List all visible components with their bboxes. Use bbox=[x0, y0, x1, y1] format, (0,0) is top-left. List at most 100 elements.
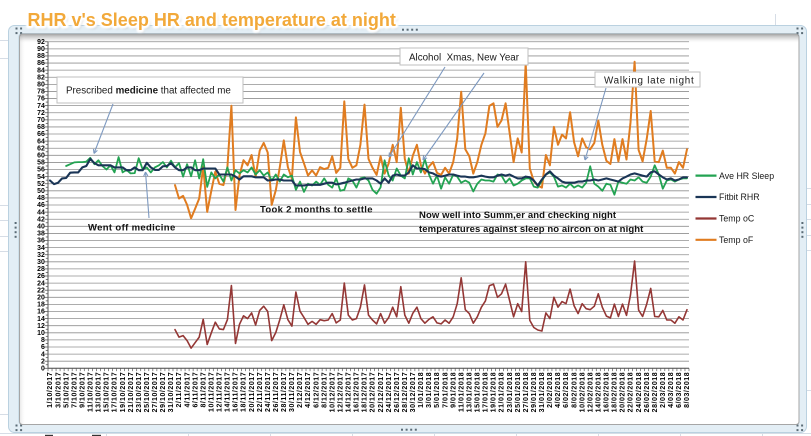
svg-text:38: 38 bbox=[37, 231, 45, 238]
svg-text:21/01/2018: 21/01/2018 bbox=[499, 372, 506, 413]
svg-text:12/02/2018: 12/02/2018 bbox=[587, 372, 594, 413]
svg-text:50: 50 bbox=[37, 188, 45, 195]
svg-text:16/02/2018: 16/02/2018 bbox=[604, 372, 611, 413]
svg-text:20: 20 bbox=[37, 295, 45, 302]
svg-text:20/02/2018: 20/02/2018 bbox=[620, 372, 627, 413]
svg-text:24: 24 bbox=[37, 280, 45, 287]
svg-text:22/02/2018: 22/02/2018 bbox=[628, 372, 635, 413]
svg-text:74: 74 bbox=[37, 103, 45, 110]
svg-text:15/01/2018: 15/01/2018 bbox=[475, 372, 482, 413]
svg-text:16: 16 bbox=[37, 309, 45, 316]
svg-text:11/01/2018: 11/01/2018 bbox=[458, 372, 465, 412]
svg-text:60: 60 bbox=[37, 153, 45, 160]
svg-text:7/10/2017: 7/10/2017 bbox=[71, 372, 78, 408]
svg-text:8/11/2017: 8/11/2017 bbox=[200, 372, 207, 408]
svg-text:6: 6 bbox=[41, 344, 45, 351]
svg-text:1/10/2017: 1/10/2017 bbox=[47, 372, 54, 408]
svg-text:6/02/2018: 6/02/2018 bbox=[563, 372, 570, 408]
svg-text:66: 66 bbox=[37, 131, 45, 138]
svg-text:12/12/2017: 12/12/2017 bbox=[337, 372, 344, 413]
svg-text:10/02/2018: 10/02/2018 bbox=[579, 372, 586, 413]
svg-text:70: 70 bbox=[37, 117, 45, 124]
svg-text:5/01/2018: 5/01/2018 bbox=[434, 372, 441, 408]
svg-text:Temp oC: Temp oC bbox=[719, 214, 755, 224]
svg-text:Prescribed medicine that affec: Prescribed medicine that affected me bbox=[66, 86, 231, 97]
svg-text:4/02/2018: 4/02/2018 bbox=[555, 372, 562, 408]
svg-text:14/12/2017: 14/12/2017 bbox=[346, 372, 353, 413]
svg-text:7/01/2018: 7/01/2018 bbox=[442, 372, 449, 408]
svg-text:4/12/2017: 4/12/2017 bbox=[305, 372, 312, 408]
svg-text:25/01/2018: 25/01/2018 bbox=[515, 372, 522, 413]
svg-text:4: 4 bbox=[41, 351, 45, 358]
svg-text:56: 56 bbox=[37, 167, 45, 174]
svg-text:25/10/2017: 25/10/2017 bbox=[144, 372, 151, 413]
svg-text:9/10/2017: 9/10/2017 bbox=[79, 372, 86, 408]
svg-text:9/01/2018: 9/01/2018 bbox=[450, 372, 457, 408]
svg-text:Walking late night: Walking late night bbox=[604, 76, 694, 87]
svg-text:22/12/2017: 22/12/2017 bbox=[378, 372, 385, 413]
svg-text:16/12/2017: 16/12/2017 bbox=[354, 372, 361, 413]
svg-text:2/12/2017: 2/12/2017 bbox=[297, 372, 304, 408]
svg-text:86: 86 bbox=[37, 60, 45, 67]
svg-text:0: 0 bbox=[41, 366, 45, 373]
svg-text:10/12/2017: 10/12/2017 bbox=[329, 372, 336, 413]
svg-text:20/11/2017: 20/11/2017 bbox=[249, 372, 256, 412]
svg-text:18: 18 bbox=[37, 302, 45, 309]
svg-text:8/12/2017: 8/12/2017 bbox=[321, 372, 328, 408]
svg-text:22: 22 bbox=[37, 287, 45, 294]
svg-text:26/02/2018: 26/02/2018 bbox=[644, 372, 651, 413]
svg-text:52: 52 bbox=[37, 181, 45, 188]
svg-text:21/10/2017: 21/10/2017 bbox=[128, 372, 135, 413]
svg-text:40: 40 bbox=[37, 224, 45, 231]
svg-text:Alcohol Xmas, New Year: Alcohol Xmas, New Year bbox=[409, 53, 520, 64]
svg-text:12: 12 bbox=[37, 323, 45, 330]
svg-text:11/10/2017: 11/10/2017 bbox=[88, 372, 95, 412]
svg-text:92: 92 bbox=[37, 39, 45, 46]
svg-text:20/12/2017: 20/12/2017 bbox=[370, 372, 377, 413]
svg-text:76: 76 bbox=[37, 96, 45, 103]
svg-text:28: 28 bbox=[37, 266, 45, 273]
svg-text:Went off medicine: Went off medicine bbox=[88, 223, 176, 234]
svg-text:28/12/2017: 28/12/2017 bbox=[402, 372, 409, 413]
svg-text:2/11/2017: 2/11/2017 bbox=[176, 372, 183, 408]
svg-text:RHR v's Sleep HR and temperatu: RHR v's Sleep HR and temperature at nigh… bbox=[28, 10, 396, 30]
svg-text:8: 8 bbox=[41, 337, 45, 344]
svg-text:6/03/2018: 6/03/2018 bbox=[676, 372, 683, 408]
svg-text:30: 30 bbox=[37, 259, 45, 266]
svg-text:5/10/2017: 5/10/2017 bbox=[63, 372, 70, 408]
svg-text:36: 36 bbox=[37, 238, 45, 245]
svg-text:RHR v's Sleep HR and temperatu: RHR v's Sleep HR and temperature at nigh… bbox=[29, 12, 397, 32]
svg-text:19/10/2017: 19/10/2017 bbox=[120, 372, 127, 413]
svg-text:12/11/2017: 12/11/2017 bbox=[217, 372, 224, 412]
svg-text:18/02/2018: 18/02/2018 bbox=[612, 372, 619, 413]
svg-text:30/12/2017: 30/12/2017 bbox=[410, 372, 417, 413]
svg-text:54: 54 bbox=[37, 174, 45, 181]
svg-text:68: 68 bbox=[37, 124, 45, 131]
svg-text:80: 80 bbox=[37, 82, 45, 89]
svg-text:Fitbit RHR: Fitbit RHR bbox=[719, 192, 760, 202]
svg-text:24/02/2018: 24/02/2018 bbox=[636, 372, 643, 413]
svg-text:10: 10 bbox=[37, 330, 45, 337]
svg-text:27/10/2017: 27/10/2017 bbox=[152, 372, 159, 413]
svg-text:28/02/2018: 28/02/2018 bbox=[652, 372, 659, 413]
svg-text:29/01/2018: 29/01/2018 bbox=[531, 372, 538, 413]
svg-text:24/11/2017: 24/11/2017 bbox=[265, 372, 272, 412]
svg-text:64: 64 bbox=[37, 138, 45, 145]
svg-text:28/11/2017: 28/11/2017 bbox=[281, 372, 288, 412]
svg-text:14/02/2018: 14/02/2018 bbox=[595, 372, 602, 413]
svg-text:23/10/2017: 23/10/2017 bbox=[136, 372, 143, 413]
svg-text:RHR v's Sleep HR and temperatu: RHR v's Sleep HR and temperature at nigh… bbox=[28, 10, 396, 30]
svg-text:58: 58 bbox=[37, 160, 45, 167]
svg-text:6/12/2017: 6/12/2017 bbox=[313, 372, 320, 408]
svg-text:34: 34 bbox=[37, 245, 45, 252]
svg-text:26/12/2017: 26/12/2017 bbox=[394, 372, 401, 413]
svg-text:42: 42 bbox=[37, 216, 45, 223]
svg-text:18/11/2017: 18/11/2017 bbox=[241, 372, 248, 412]
svg-text:23/01/2018: 23/01/2018 bbox=[507, 372, 514, 413]
svg-text:16/11/2017: 16/11/2017 bbox=[233, 372, 240, 412]
svg-text:2/03/2018: 2/03/2018 bbox=[660, 372, 667, 408]
svg-text:78: 78 bbox=[37, 89, 45, 96]
svg-text:82: 82 bbox=[37, 74, 45, 81]
svg-text:temperatures against sleep no: temperatures against sleep no aircon on … bbox=[419, 224, 644, 235]
svg-text:27/01/2018: 27/01/2018 bbox=[523, 372, 530, 413]
